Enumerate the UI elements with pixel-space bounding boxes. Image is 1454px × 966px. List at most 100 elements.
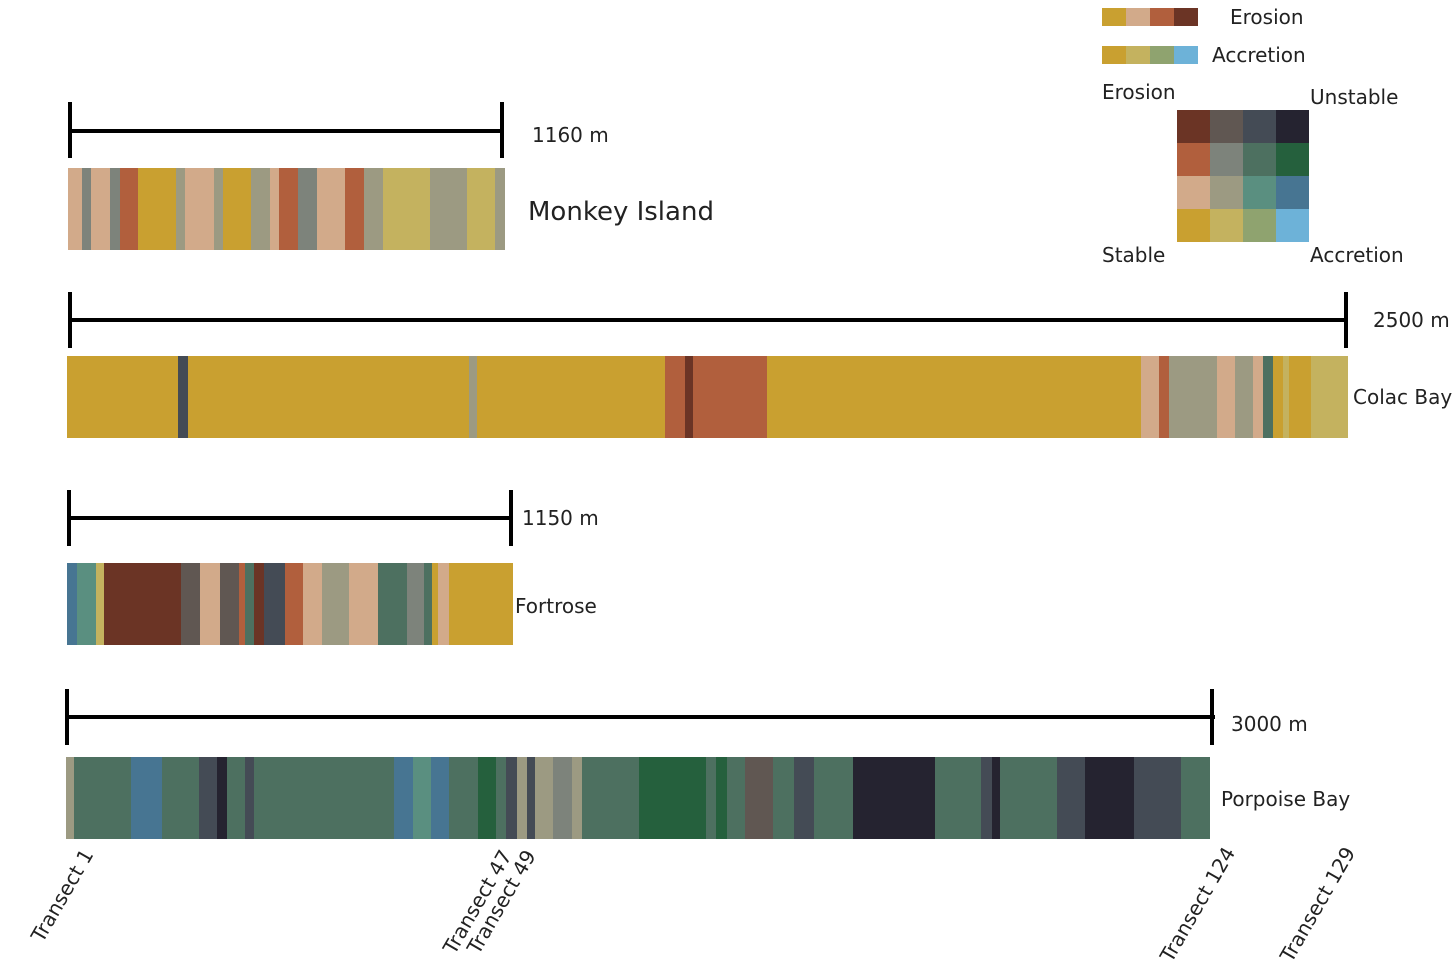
transect-segment	[181, 563, 200, 645]
transect-segment	[1181, 757, 1210, 839]
transect-segment	[468, 356, 477, 438]
strip-porpoise-bay	[66, 757, 1210, 839]
accretion-ramp-swatch	[1150, 46, 1174, 64]
matrix-cell	[1243, 176, 1276, 209]
transect-segment	[263, 563, 285, 645]
transect-segment	[269, 168, 280, 250]
transect-segment	[438, 563, 449, 645]
transect-segment	[239, 563, 246, 645]
transect-segment	[506, 757, 517, 839]
site-label-colac-bay: Colac Bay	[1353, 385, 1453, 409]
transect-segment	[74, 757, 132, 839]
matrix-label-stable: Stable	[1102, 243, 1166, 267]
matrix-cell	[1210, 143, 1243, 176]
transect-segment	[322, 563, 349, 645]
transect-segment	[1282, 356, 1289, 438]
transect-segment	[581, 757, 639, 839]
transect-segment	[68, 168, 83, 250]
transect-segment	[77, 563, 97, 645]
transect-segment	[516, 757, 527, 839]
matrix-cell	[1210, 110, 1243, 143]
transect-segment	[744, 757, 774, 839]
accretion-ramp-swatch	[1102, 46, 1126, 64]
site-label-fortrose: Fortrose	[515, 594, 597, 618]
transect-segment	[664, 356, 685, 438]
strip-colac-bay	[67, 356, 1348, 438]
transect-segment	[245, 563, 254, 645]
matrix-cell	[1276, 176, 1309, 209]
transect-segment	[110, 168, 120, 250]
matrix-cell	[1243, 143, 1276, 176]
transect-segment	[553, 757, 572, 839]
matrix-label-accretion: Accretion	[1310, 243, 1404, 267]
transect-segment	[131, 757, 162, 839]
transect-segment	[423, 563, 432, 645]
transect-segment	[161, 757, 199, 839]
transect-segment	[638, 757, 707, 839]
transect-label-1: Transect 1	[26, 844, 99, 946]
transect-segment	[1234, 356, 1253, 438]
transect-segment	[716, 757, 727, 839]
transect-segment	[303, 563, 323, 645]
matrix-cell	[1276, 143, 1309, 176]
transect-segment	[1140, 356, 1159, 438]
bivariate-color-matrix	[1177, 110, 1309, 242]
transect-segment	[412, 757, 431, 839]
matrix-cell	[1243, 110, 1276, 143]
transect-segment	[82, 168, 92, 250]
transect-segment	[279, 168, 299, 250]
transect-segment	[1168, 356, 1217, 438]
transect-segment	[1262, 356, 1273, 438]
transect-segment	[407, 563, 424, 645]
transect-segment	[251, 168, 270, 250]
matrix-cell	[1243, 209, 1276, 242]
transect-segment	[91, 168, 111, 250]
transect-segment	[284, 563, 304, 645]
transect-segment	[67, 356, 178, 438]
erosion-ramp-swatch	[1102, 8, 1126, 26]
erosion-ramp-swatch	[1126, 8, 1150, 26]
transect-segment	[726, 757, 745, 839]
transect-segment	[477, 757, 497, 839]
transect-segment	[378, 563, 408, 645]
erosion-ramp-swatch	[1174, 8, 1198, 26]
transect-segment	[176, 168, 186, 250]
transect-segment	[934, 757, 982, 839]
transect-segment	[495, 168, 505, 250]
transect-segment	[1216, 356, 1235, 438]
transect-segment	[222, 168, 252, 250]
transect-segment	[467, 168, 496, 250]
scale-label-monkey-island: 1160 m	[532, 123, 609, 147]
matrix-cell	[1210, 209, 1243, 242]
transect-segment	[429, 168, 468, 250]
transect-segment	[199, 563, 221, 645]
matrix-label-unstable: Unstable	[1310, 85, 1399, 109]
scale-label-fortrose: 1150 m	[522, 506, 599, 530]
transect-segment	[1056, 757, 1086, 839]
accretion-ramp-swatch	[1174, 46, 1198, 64]
transect-segment	[1310, 356, 1348, 438]
accretion-ramp-swatches	[1102, 46, 1198, 64]
transect-segment	[1134, 757, 1182, 839]
transect-segment	[692, 356, 767, 438]
strip-fortrose	[67, 563, 513, 645]
transect-segment	[706, 757, 717, 839]
transect-segment	[67, 563, 78, 645]
transect-segment	[213, 168, 223, 250]
transect-segment	[991, 757, 1000, 839]
transect-segment	[999, 757, 1057, 839]
transect-segment	[104, 563, 182, 645]
transect-segment	[793, 757, 815, 839]
transect-segment	[227, 757, 246, 839]
erosion-ramp-swatches	[1102, 8, 1198, 26]
transect-segment	[316, 168, 346, 250]
transect-segment	[571, 757, 582, 839]
transect-segment	[773, 757, 794, 839]
transect-segment	[1085, 757, 1135, 839]
transect-segment	[766, 356, 1141, 438]
transect-label-124: Transect 124	[1155, 842, 1241, 966]
matrix-cell	[1177, 176, 1210, 209]
transect-segment	[684, 356, 693, 438]
transect-segment	[220, 563, 240, 645]
transect-segment	[253, 757, 395, 839]
